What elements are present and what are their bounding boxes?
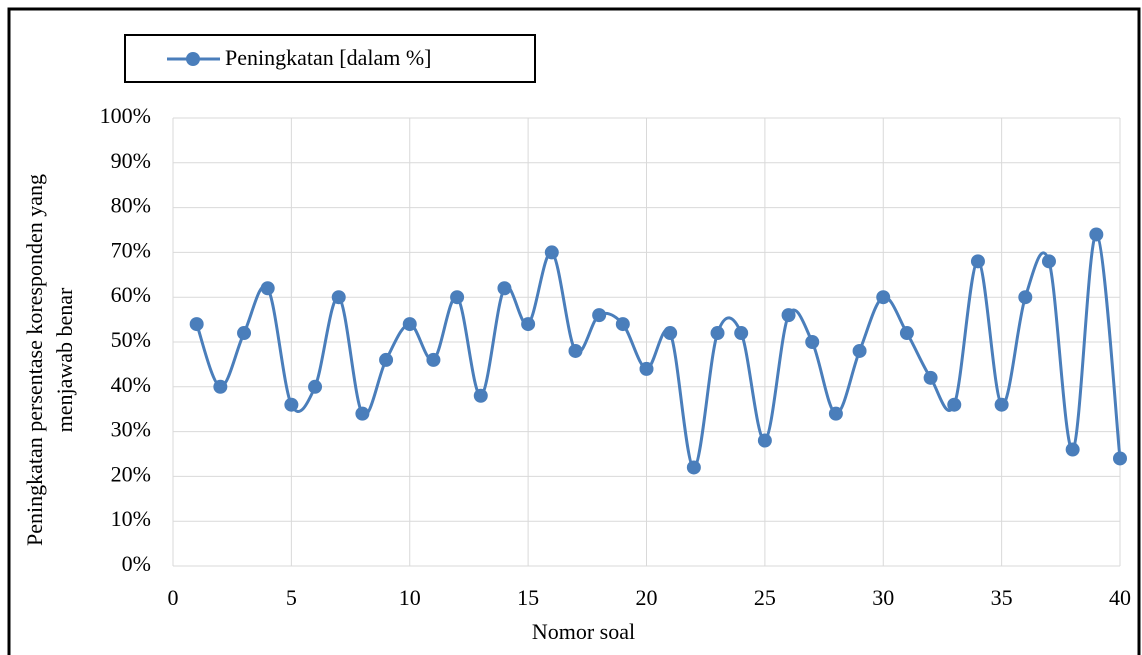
x-axis-label: Nomor soal: [532, 619, 635, 644]
y-tick-label: 80%: [111, 193, 151, 218]
marker: [237, 326, 252, 341]
marker: [1041, 254, 1056, 269]
x-tick-label: 5: [286, 585, 297, 610]
marker: [592, 308, 607, 323]
legend-label: Peningkatan [dalam %]: [225, 45, 432, 70]
marker: [757, 433, 772, 448]
marker: [521, 317, 536, 332]
marker: [923, 370, 938, 385]
marker: [686, 460, 701, 475]
x-tick-label: 40: [1109, 585, 1131, 610]
x-tick-label: 20: [636, 585, 658, 610]
marker: [402, 317, 417, 332]
y-tick-label: 0%: [122, 551, 151, 576]
y-tick-label: 10%: [111, 506, 151, 531]
marker: [734, 326, 749, 341]
marker: [970, 254, 985, 269]
marker: [331, 290, 346, 305]
y-tick-label: 90%: [111, 148, 151, 173]
marker: [615, 317, 630, 332]
marker: [899, 326, 914, 341]
y-tick-label: 40%: [111, 372, 151, 397]
x-tick-label: 35: [991, 585, 1013, 610]
marker: [544, 245, 559, 260]
legend-marker: [186, 52, 200, 66]
marker: [828, 406, 843, 421]
marker: [379, 352, 394, 367]
y-tick-label: 20%: [111, 461, 151, 486]
x-tick-label: 15: [517, 585, 539, 610]
y-tick-label: 70%: [111, 237, 151, 262]
marker: [497, 281, 512, 296]
marker: [781, 308, 796, 323]
marker: [473, 388, 488, 403]
y-tick-label: 100%: [100, 103, 151, 128]
marker: [260, 281, 275, 296]
marker: [426, 352, 441, 367]
y-tick-label: 60%: [111, 282, 151, 307]
y-tick-label: 50%: [111, 327, 151, 352]
marker: [189, 317, 204, 332]
marker: [1065, 442, 1080, 457]
y-axis-label: Peningkatan persentase koresponden yang: [22, 174, 47, 546]
marker: [308, 379, 323, 394]
marker: [805, 335, 820, 349]
marker: [710, 326, 725, 341]
marker: [994, 397, 1009, 412]
marker: [1113, 451, 1127, 466]
y-axis-label: menjawab benar: [52, 287, 77, 432]
marker: [568, 343, 583, 358]
x-tick-label: 0: [168, 585, 179, 610]
marker: [876, 290, 891, 305]
marker: [852, 343, 867, 358]
chart-border: [7, 7, 1141, 655]
marker: [355, 406, 370, 421]
marker: [663, 326, 678, 341]
marker: [284, 397, 299, 412]
x-tick-label: 10: [399, 585, 421, 610]
x-tick-label: 30: [872, 585, 894, 610]
x-tick-label: 25: [754, 585, 776, 610]
y-tick-label: 30%: [111, 417, 151, 442]
marker: [450, 290, 465, 305]
marker: [213, 379, 228, 394]
marker: [639, 361, 654, 376]
marker: [1018, 290, 1033, 305]
marker: [1089, 227, 1104, 242]
marker: [947, 397, 962, 412]
